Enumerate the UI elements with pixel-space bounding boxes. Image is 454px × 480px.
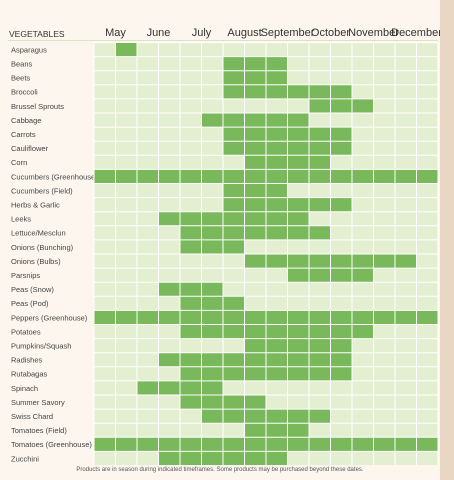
row-label-spinach: Spinach bbox=[11, 384, 38, 393]
row-label-peas-snow: Peas (Snow) bbox=[11, 285, 54, 294]
season-bar-onions-bunching bbox=[180, 239, 245, 254]
season-bar-beans bbox=[223, 56, 288, 71]
row-header-label: VEGETABLES bbox=[9, 29, 65, 39]
season-bar-cabbage bbox=[201, 113, 309, 128]
row-label-peppers-greenhouse: Peppers (Greenhouse) bbox=[11, 313, 88, 322]
row-label-zucchini: Zucchini bbox=[11, 454, 39, 463]
month-label-december: December bbox=[391, 27, 440, 39]
row-label-onions-bunching: Onions (Bunching) bbox=[11, 243, 74, 252]
row-label-potatoes: Potatoes bbox=[11, 327, 41, 336]
season-bar-peas-pod bbox=[180, 296, 245, 311]
row-label-tomatoes-field: Tomatoes (Field) bbox=[11, 426, 67, 435]
month-label-august: August bbox=[227, 27, 261, 39]
season-bar-potatoes bbox=[180, 324, 374, 339]
month-label-september: September bbox=[261, 27, 315, 39]
row-label-summer-savory: Summer Savory bbox=[11, 398, 65, 407]
row-label-broccoli: Broccoli bbox=[11, 88, 38, 97]
season-bar-tomatoes-field bbox=[244, 423, 309, 438]
row-label-parsnips: Parsnips bbox=[11, 271, 40, 280]
seasonal-availability-chart: VEGETABLES May June July AugustSeptemberOcto… bbox=[8, 27, 440, 465]
row-label-brussel-sprouts: Brussel Sprouts bbox=[11, 102, 64, 111]
season-bar-pumpkins-squash bbox=[244, 338, 352, 353]
row-label-herbs-garlic: Herbs & Garlic bbox=[11, 200, 60, 209]
row-label-cucumbers-field: Cucumbers (Field) bbox=[11, 186, 73, 195]
row-label-rutabagas: Rutabagas bbox=[11, 370, 48, 379]
row-label-tomatoes-greenhouse: Tomatoes (Greenhouse) bbox=[11, 440, 92, 449]
row-label-pumpkins-squash: Pumpkins/Squash bbox=[11, 341, 71, 350]
row-label-corn: Corn bbox=[11, 158, 27, 167]
season-bar-lettuce-mesclun bbox=[180, 225, 331, 240]
footnote: Products are in season during indicated … bbox=[76, 467, 364, 473]
month-label-july: July bbox=[192, 27, 212, 39]
season-bar-radishes bbox=[158, 352, 352, 367]
row-label-asparagus: Asparagus bbox=[11, 45, 47, 54]
row-label-swiss-chard: Swiss Chard bbox=[11, 412, 53, 421]
month-label-november: November bbox=[348, 27, 399, 39]
season-bar-leeks bbox=[158, 211, 309, 226]
row-label-lettuce-mesclun: Lettuce/Mesclun bbox=[11, 229, 66, 238]
row-label-beans: Beans bbox=[11, 59, 33, 68]
row-label-onions-bulbs: Onions (Bulbs) bbox=[11, 257, 61, 266]
row-label-cucumbers-greenhouse: Cucumbers (Greenhouse) bbox=[11, 172, 98, 181]
month-label-october: October bbox=[311, 27, 350, 39]
row-label-leeks: Leeks bbox=[11, 215, 31, 224]
season-bar-beets bbox=[223, 70, 288, 85]
row-label-carrots: Carrots bbox=[11, 130, 36, 139]
season-bar-asparagus bbox=[115, 42, 137, 57]
row-label-radishes: Radishes bbox=[11, 356, 43, 365]
row-label-cabbage: Cabbage bbox=[11, 116, 41, 125]
row-label-beets: Beets bbox=[11, 74, 30, 83]
month-label-june: June bbox=[147, 27, 171, 39]
row-label-cauliflower: Cauliflower bbox=[11, 144, 49, 153]
season-bar-brussel-sprouts bbox=[309, 98, 374, 113]
month-label-may: May bbox=[105, 27, 126, 39]
decorative-side-strip bbox=[440, 0, 454, 480]
season-bar-cucumbers-field bbox=[223, 183, 288, 198]
row-label-peas-pod: Peas (Pod) bbox=[11, 299, 49, 308]
season-bar-peas-snow bbox=[158, 282, 223, 297]
